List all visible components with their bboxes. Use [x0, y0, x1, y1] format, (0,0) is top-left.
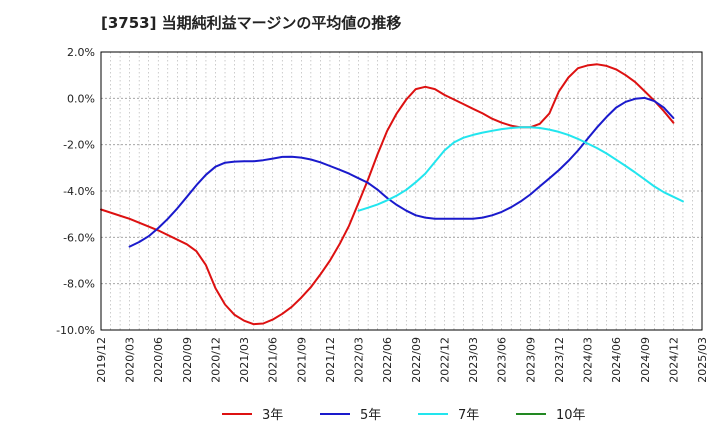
x-tick-label: 2023/12: [553, 337, 566, 383]
x-tick-label: 2025/03: [696, 337, 709, 383]
y-tick-label: -10.0%: [56, 324, 95, 337]
x-tick-label: 2020/06: [152, 337, 165, 383]
x-tick-label: 2021/09: [295, 337, 308, 383]
y-axis-ticks: 2.0% 0.0% -2.0% -4.0% -6.0% -8.0% -10.0%: [56, 46, 95, 337]
series-line-3年: [100, 63, 675, 326]
series-lines: [100, 63, 684, 326]
plot-border: [100, 51, 703, 331]
y-tick-label: 2.0%: [67, 46, 95, 59]
x-tick-label: 2022/09: [410, 337, 423, 383]
x-tick-label: 2024/03: [582, 337, 595, 383]
x-tick-label: 2020/12: [209, 337, 222, 383]
y-tick-label: -4.0%: [63, 185, 95, 198]
x-tick-label: 2023/09: [524, 337, 537, 383]
x-tick-label: 2022/06: [381, 337, 394, 383]
x-tick-label: 2019/12: [95, 337, 108, 383]
y-tick-label: -6.0%: [63, 231, 95, 244]
x-tick-label: 2023/03: [467, 337, 480, 383]
legend-item: 5年: [320, 408, 381, 423]
x-tick-label: 2020/03: [124, 337, 137, 383]
y-tick-label: 0.0%: [67, 92, 95, 105]
y-tick-label: -2.0%: [63, 139, 95, 152]
legend-item: 7年: [418, 408, 479, 423]
x-tick-label: 2024/12: [667, 337, 680, 383]
legend: 3年 5年 7年 10年: [222, 408, 586, 423]
legend-label: 5年: [360, 408, 381, 423]
series-line-7年: [357, 126, 684, 212]
x-tick-label: 2020/09: [181, 337, 194, 383]
x-axis-ticks: 2019/12 2020/03 2020/06 2020/09 2020/12 2021/…: [95, 337, 709, 383]
x-tick-label: 2023/06: [496, 337, 509, 383]
x-tick-label: 2024/09: [639, 337, 652, 383]
x-tick-label: 2021/03: [238, 337, 251, 383]
legend-label: 7年: [458, 408, 479, 423]
legend-label: 3年: [262, 408, 283, 423]
y-tick-label: -8.0%: [63, 278, 95, 291]
legend-item: 3年: [222, 408, 283, 423]
x-tick-label: 2022/12: [438, 337, 451, 383]
series-line-5年: [128, 96, 675, 248]
x-tick-label: 2021/06: [267, 337, 280, 383]
legend-label: 10年: [556, 408, 586, 423]
x-tick-label: 2022/03: [353, 337, 366, 383]
legend-item: 10年: [516, 408, 586, 423]
x-tick-label: 2024/06: [610, 337, 623, 383]
x-tick-label: 2021/12: [324, 337, 337, 383]
chart-title: [3753] 当期純利益マージンの平均値の推移: [101, 14, 402, 32]
